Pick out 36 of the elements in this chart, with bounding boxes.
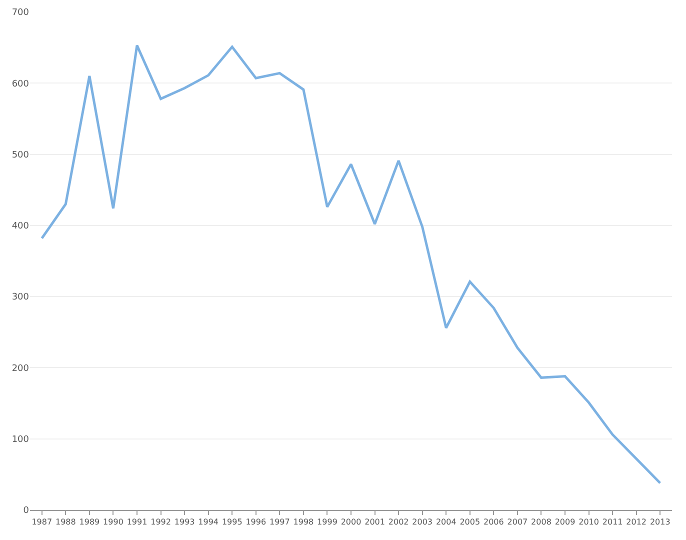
x-tick-label: 1998 [293, 518, 314, 527]
x-tick-label: 2012 [626, 518, 647, 527]
y-tick-label: 500 [12, 150, 30, 160]
y-tick-label: 400 [12, 222, 30, 232]
y-tick-label: 300 [12, 292, 30, 303]
x-tick-label: 2013 [650, 518, 670, 527]
x-tick-label: 1992 [150, 518, 171, 527]
x-tick-label: 2005 [460, 518, 480, 527]
y-tick-label: 100 [12, 435, 30, 446]
x-tick-label: 1987 [32, 518, 52, 527]
line-series [40, 44, 662, 484]
y-tick-label: 700 [12, 8, 30, 18]
x-tick-label: 1994 [198, 518, 219, 527]
x-tick-label: 2010 [578, 518, 599, 527]
x-tick-label: 1999 [317, 518, 338, 527]
x-tick-label: 2008 [531, 518, 552, 527]
x-tick-label: 1995 [222, 518, 242, 527]
x-tick-label: 1993 [174, 518, 195, 527]
y-tick-label: 600 [12, 79, 30, 90]
x-tick-label: 2000 [340, 518, 362, 527]
x-tick-label: 2006 [483, 518, 504, 527]
x-tick-label: 1989 [79, 518, 100, 527]
x-tick-label: 1996 [246, 518, 266, 527]
x-tick-label: 2009 [554, 518, 576, 527]
x-tick-label: 1991 [126, 518, 148, 527]
x-tick-label: 1990 [103, 518, 124, 527]
x-tick-label: 2001 [364, 518, 385, 527]
y-tick-label: 200 [12, 364, 30, 374]
x-tick-label: 2002 [388, 518, 409, 527]
x-tick-label: 2004 [436, 518, 456, 527]
y-tick-label: 0 [23, 506, 30, 516]
x-tick-label: 2011 [602, 518, 623, 527]
x-tick-label: 1997 [269, 518, 290, 527]
x-tick-label: 2007 [507, 518, 528, 527]
x-tick-label: 1988 [55, 518, 76, 527]
x-tick-label: 2003 [412, 518, 433, 527]
